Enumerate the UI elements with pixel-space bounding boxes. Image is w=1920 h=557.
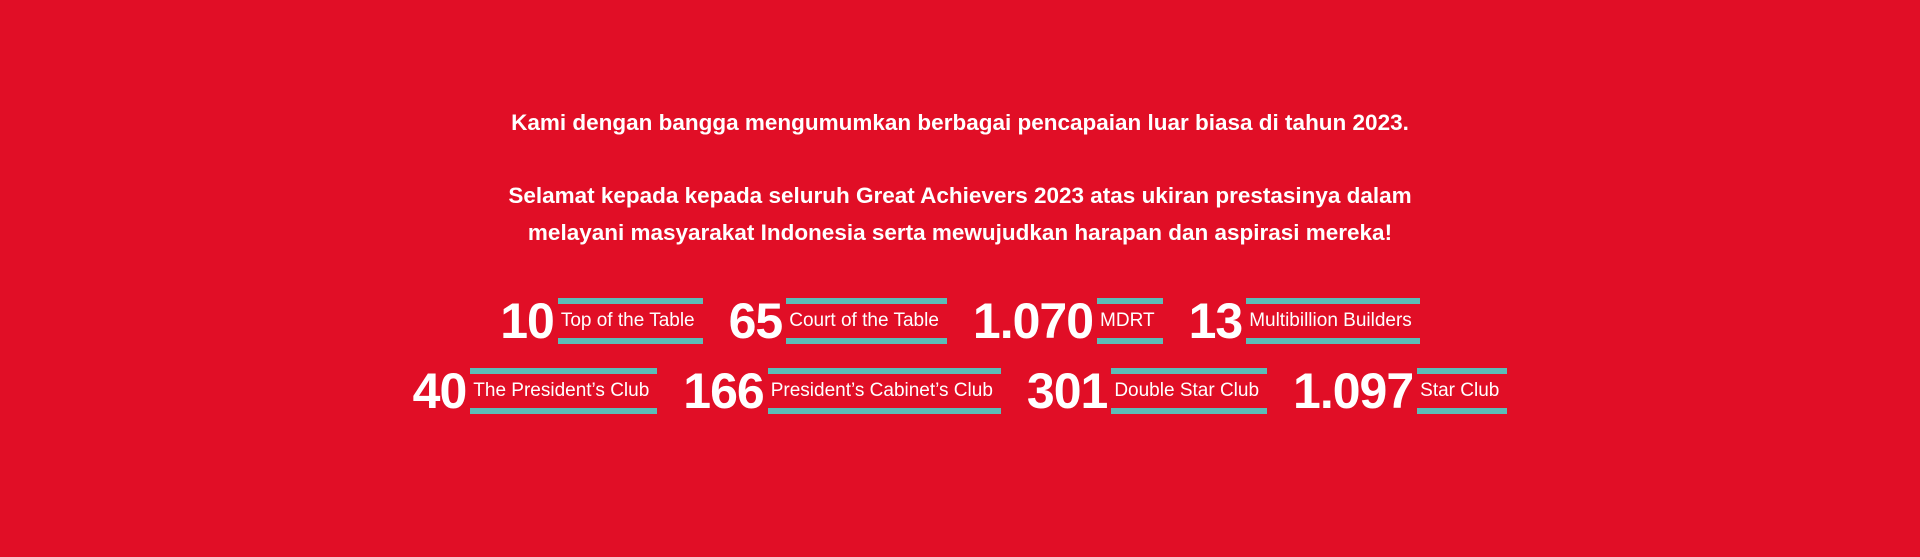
intro-line: melayani masyarakat Indonesia serta mewu… xyxy=(527,220,1393,245)
stat-label: Multibillion Builders xyxy=(1246,298,1420,344)
stat-court-of-the-table: 65 Court of the Table xyxy=(729,296,947,346)
stat-presidents-club: 40 The President’s Club xyxy=(413,366,658,416)
stat-number: 40 xyxy=(412,363,468,419)
intro-line: Kami dengan bangga mengumumkan berbagai … xyxy=(511,110,1409,135)
stat-label: The President’s Club xyxy=(470,368,658,414)
intro-text: Kami dengan bangga mengumumkan berbagai … xyxy=(0,104,1920,251)
intro-line: Selamat kepada kepada seluruh Great Achi… xyxy=(508,183,1412,208)
stat-double-star-club: 301 Double Star Club xyxy=(1026,363,1268,419)
stat-multibillion-builders: 13 Multibillion Builders xyxy=(1189,296,1420,346)
stat-label: President’s Cabinet’s Club xyxy=(767,368,1001,414)
stats-row-1: 10 Top of the Table 65 Court of the Table … xyxy=(0,296,1920,346)
stat-presidents-cabinets-club: 166 President’s Cabinet’s Club xyxy=(683,366,1001,416)
stat-label: Star Club xyxy=(1417,368,1508,414)
stat-number: 10 xyxy=(500,293,555,349)
stats-row-2: 40 The President’s Club 166 President’s Ca… xyxy=(0,366,1920,416)
stat-mdrt: 1.070 MDRT xyxy=(973,296,1163,346)
stat-number: 65 xyxy=(728,293,784,349)
stat-number: 166 xyxy=(683,363,764,419)
stat-label: MDRT xyxy=(1097,298,1163,344)
stat-label: Double Star Club xyxy=(1111,368,1268,414)
stat-label: Court of the Table xyxy=(786,298,947,344)
stat-number: 1.097 xyxy=(1293,363,1414,419)
stat-number: 13 xyxy=(1188,293,1244,349)
stat-top-of-the-table: 10 Top of the Table xyxy=(500,293,703,349)
stat-number: 1.070 xyxy=(972,293,1094,349)
stat-label: Top of the Table xyxy=(557,298,703,344)
stat-number: 301 xyxy=(1026,363,1108,419)
stat-star-club: 1.097 Star Club xyxy=(1293,363,1508,419)
